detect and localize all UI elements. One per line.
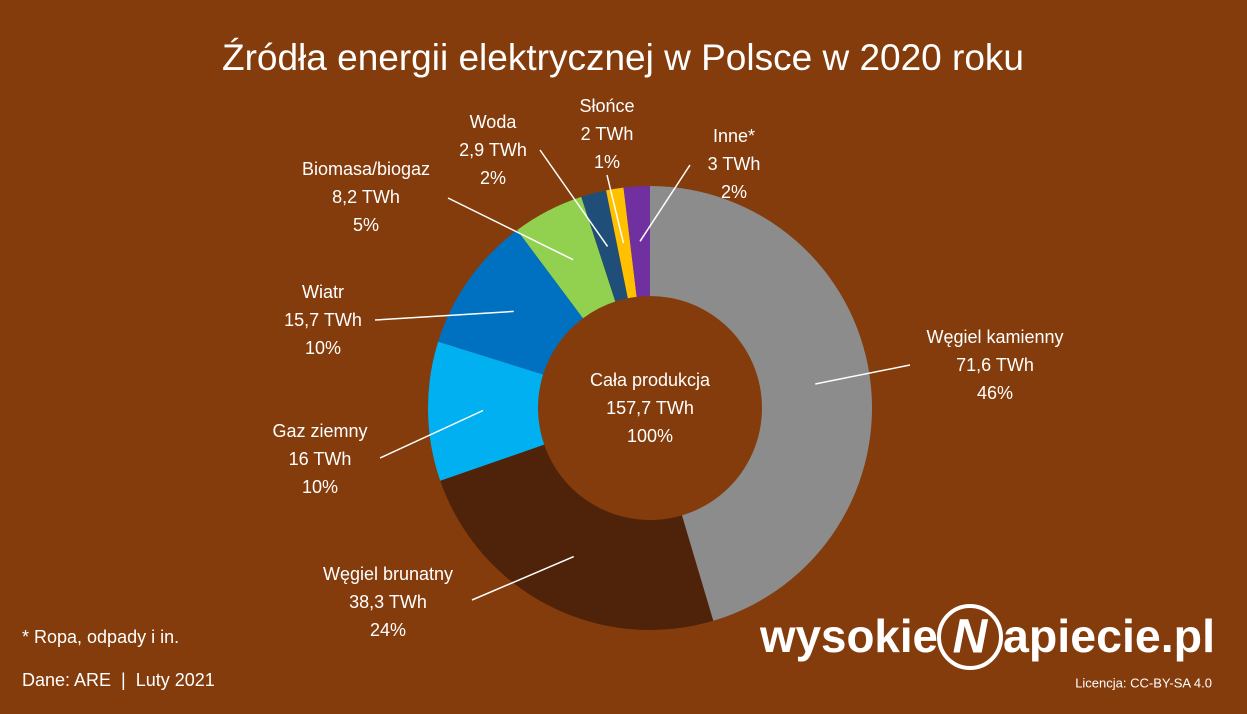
category-label: Inne* xyxy=(713,126,755,146)
value-label: 15,7 TWh xyxy=(284,310,362,330)
license: Licencja: CC-BY-SA 4.0 xyxy=(1075,675,1212,690)
center-share: 100% xyxy=(627,426,673,446)
category-label: Wiatr xyxy=(302,282,344,302)
leader-line xyxy=(379,409,484,459)
logo-letter: N xyxy=(953,611,989,664)
value-label: 71,6 TWh xyxy=(956,355,1034,375)
leader-line xyxy=(447,197,574,261)
value-label: 38,3 TWh xyxy=(349,592,427,612)
logo: wysokie N apiecie.pl xyxy=(759,604,1215,670)
category-label: Biomasa/biogaz xyxy=(302,159,430,179)
category-label: Węgiel brunatny xyxy=(323,564,453,584)
share-label: 5% xyxy=(353,215,379,235)
value-label: 2 TWh xyxy=(581,124,634,144)
share-label: 10% xyxy=(302,477,338,497)
share-label: 46% xyxy=(977,383,1013,403)
leader-line xyxy=(606,174,625,244)
slice xyxy=(606,187,637,299)
share-label: 1% xyxy=(594,152,620,172)
share-label: 24% xyxy=(370,620,406,640)
value-label: 8,2 TWh xyxy=(332,187,400,207)
slice xyxy=(438,230,583,375)
leader-line xyxy=(815,364,911,385)
category-label: Słońce xyxy=(579,96,634,116)
leader-line xyxy=(639,164,691,242)
share-label: 2% xyxy=(721,182,747,202)
source: Dane: ARE | Luty 2021 xyxy=(22,670,215,690)
share-label: 10% xyxy=(305,338,341,358)
slice xyxy=(650,186,872,621)
value-label: 3 TWh xyxy=(708,154,761,174)
chart-title: Źródła energii elektrycznej w Polsce w 2… xyxy=(222,37,1024,78)
category-label: Woda xyxy=(470,112,518,132)
value-label: 2,9 TWh xyxy=(459,140,527,160)
slice xyxy=(581,190,628,302)
slice xyxy=(517,196,616,319)
leader-line xyxy=(471,555,575,601)
category-label: Węgiel kamienny xyxy=(926,327,1063,347)
logo-circle xyxy=(937,604,1003,670)
leader-line xyxy=(539,149,609,247)
slice xyxy=(623,186,650,297)
leader-line xyxy=(374,310,514,321)
footnote: * Ropa, odpady i in. xyxy=(22,627,179,647)
logo-left: wysokie xyxy=(759,610,938,662)
center-value: 157,7 TWh xyxy=(606,398,694,418)
slice xyxy=(440,444,714,630)
value-label: 16 TWh xyxy=(289,449,352,469)
category-label: Gaz ziemny xyxy=(272,421,367,441)
slice xyxy=(428,341,545,481)
center-label: Cała produkcja xyxy=(590,370,711,390)
logo-right: apiecie.pl xyxy=(1003,610,1215,662)
share-label: 2% xyxy=(480,168,506,188)
